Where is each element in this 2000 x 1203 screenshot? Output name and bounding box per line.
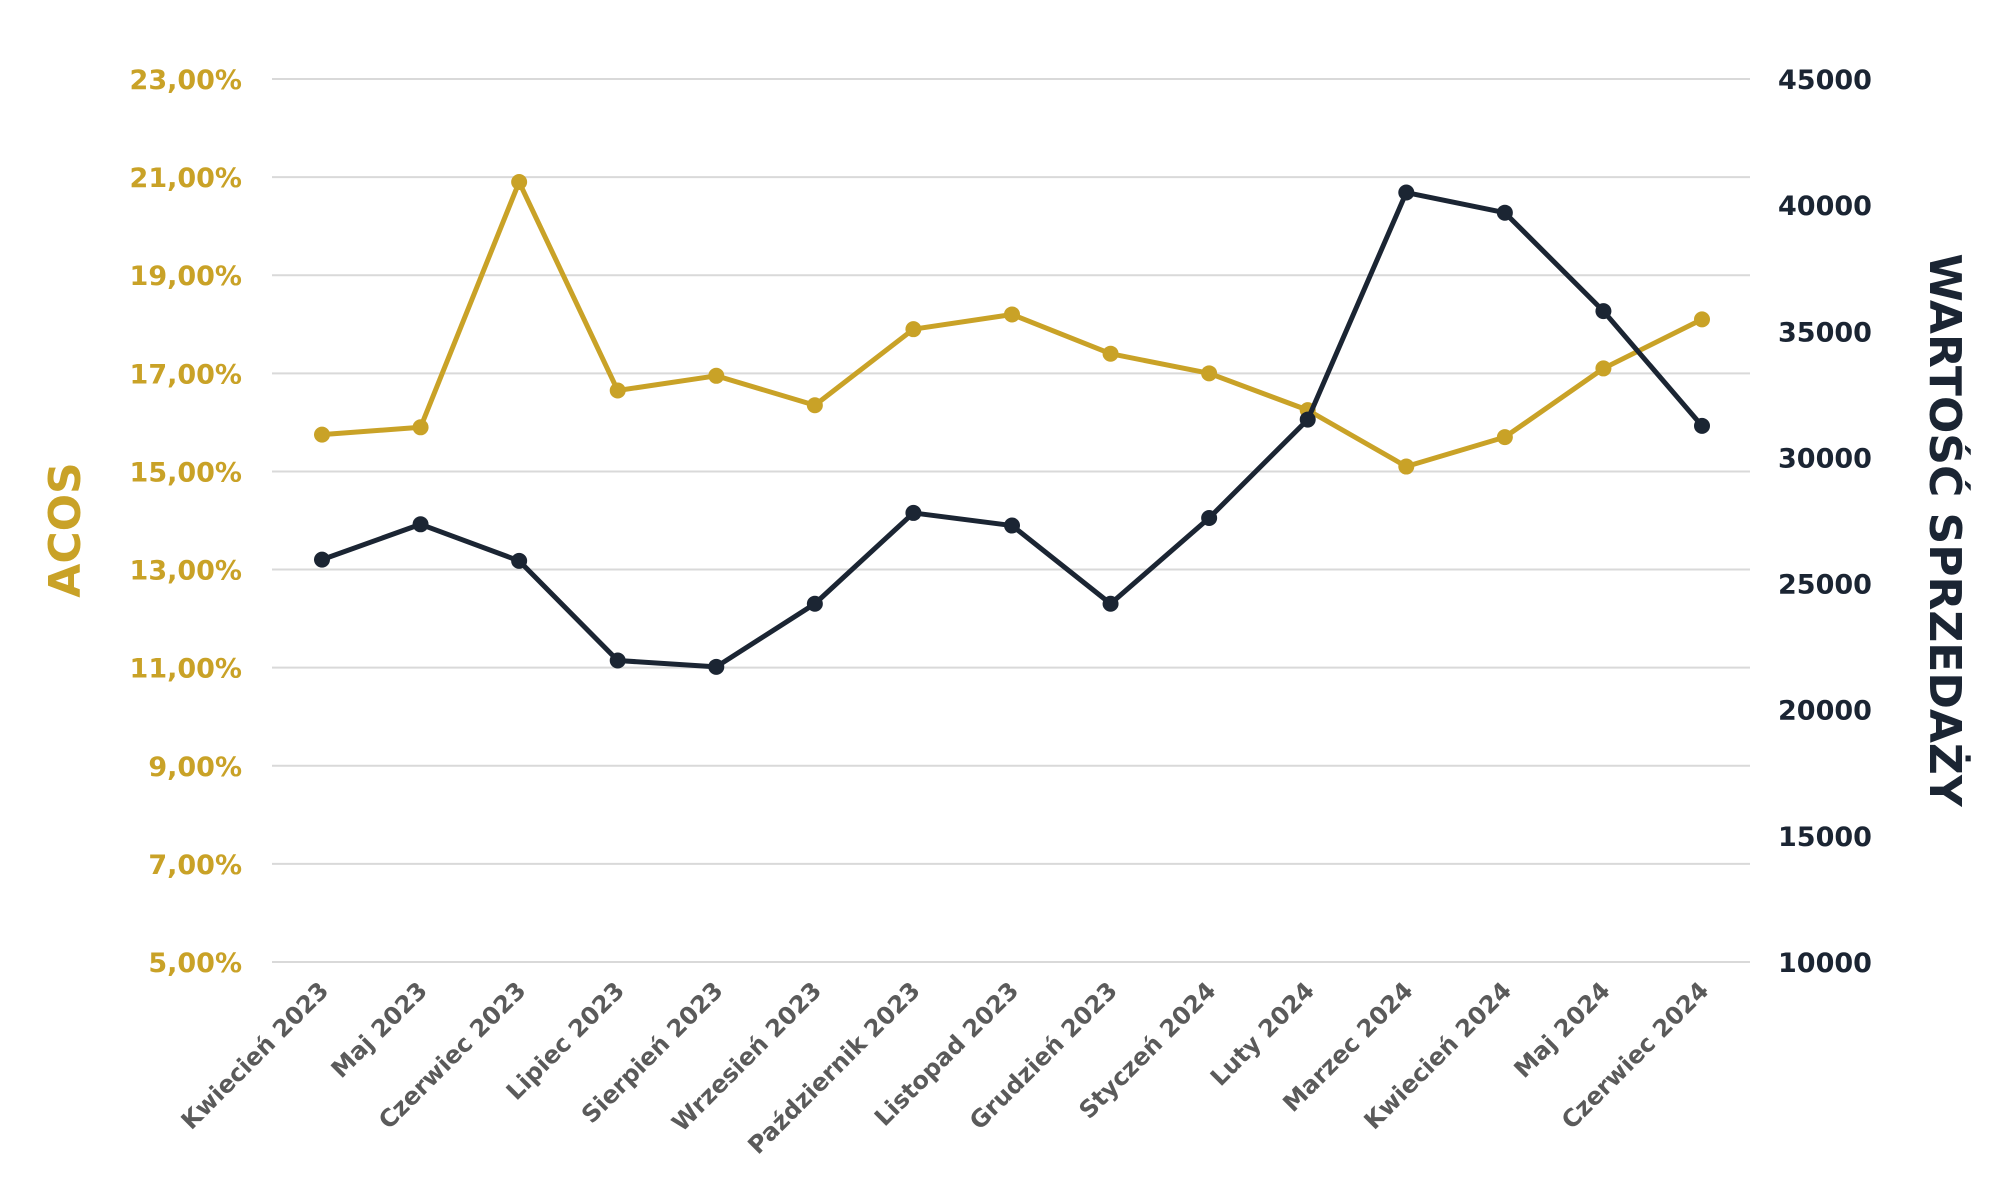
series-left-point [314, 426, 330, 443]
series-right-point [1102, 595, 1119, 612]
series-right-point [1004, 517, 1020, 534]
left-tick-label: 9,00% [148, 752, 242, 783]
series-left-point [1004, 306, 1020, 323]
left-axis-ticks: 5,00% 7,00% 9,00% 11,00% 13,00% 15,00% 17,00% 1… [130, 65, 242, 979]
series-right-point [314, 551, 330, 568]
series-right-point [1496, 204, 1513, 221]
series [314, 174, 1710, 675]
series-right-line [319, 190, 1705, 670]
left-tick-label: 15,00% [130, 457, 242, 488]
series-left-point [1694, 311, 1710, 328]
series-left-line [319, 179, 1705, 470]
series-right-point [1595, 303, 1612, 320]
series-left-point [1595, 360, 1612, 377]
series-left-point [1102, 345, 1119, 362]
right-tick-label: 20000 [1778, 696, 1872, 727]
series-left-point [511, 174, 528, 191]
left-axis-title: ACOS [40, 462, 91, 597]
series-left [314, 174, 1710, 475]
right-tick-label: 30000 [1778, 443, 1872, 474]
series-right-point [609, 652, 626, 669]
series-right [314, 184, 1710, 675]
right-tick-label: 45000 [1778, 65, 1872, 96]
x-tick-label: Kwiecień 2023 [176, 976, 335, 1135]
series-left-point [1201, 365, 1218, 382]
series-right-point [708, 658, 725, 675]
series-right-point [905, 504, 922, 521]
x-tick-label: Październik 2023 [743, 976, 926, 1159]
series-right-point [1398, 184, 1415, 201]
series-left-point [1496, 429, 1513, 446]
right-tick-label: 15000 [1778, 822, 1872, 853]
right-axis-title: WARTOŚĆ SPRZEDAŻY [1919, 253, 1972, 807]
series-right-point [511, 552, 528, 569]
series-right-point [1694, 417, 1710, 434]
right-tick-label: 40000 [1778, 191, 1872, 222]
x-tick-label: Maj 2024 [1509, 976, 1616, 1083]
series-left-point [806, 397, 823, 414]
left-tick-label: 7,00% [148, 850, 242, 881]
series-left-point [708, 367, 725, 384]
right-tick-label: 10000 [1778, 948, 1872, 979]
series-left-point [1398, 458, 1415, 475]
left-tick-label: 11,00% [130, 654, 242, 685]
right-tick-label: 35000 [1778, 317, 1872, 348]
series-left-point [412, 419, 429, 436]
left-tick-label: 5,00% [148, 948, 242, 979]
right-tick-label: 25000 [1778, 570, 1872, 601]
series-right-point [1201, 509, 1218, 526]
x-tick-label: Maj 2023 [326, 976, 433, 1083]
series-left-point [905, 321, 922, 338]
series-right-point [1299, 411, 1316, 428]
left-tick-label: 21,00% [130, 163, 242, 194]
gridlines [272, 78, 1750, 963]
left-tick-label: 13,00% [130, 556, 242, 587]
series-right-point [412, 516, 429, 533]
series-left-point [609, 382, 626, 399]
series-right-point [806, 595, 823, 612]
right-axis-ticks: 10000 15000 20000 25000 30000 35000 40000 45000 [1778, 65, 1872, 979]
left-tick-label: 17,00% [130, 359, 242, 390]
left-tick-label: 19,00% [130, 261, 242, 292]
left-tick-label: 23,00% [130, 65, 242, 96]
